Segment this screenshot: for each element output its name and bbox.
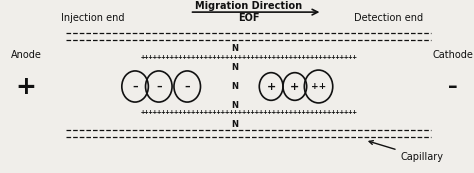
- Text: ++: ++: [311, 82, 326, 91]
- Text: Anode: Anode: [10, 50, 42, 60]
- Text: +++++++++++++++++++++++++++++++++++++++++++++++++++: ++++++++++++++++++++++++++++++++++++++++…: [140, 110, 357, 115]
- Text: +: +: [290, 81, 300, 92]
- Text: –: –: [184, 81, 190, 92]
- Text: +: +: [16, 75, 36, 98]
- Text: –: –: [448, 77, 457, 96]
- Text: Capillary: Capillary: [369, 141, 444, 162]
- Text: Detection end: Detection end: [354, 13, 423, 23]
- Text: EOF: EOF: [238, 13, 260, 23]
- Text: Injection end: Injection end: [61, 13, 124, 23]
- Text: Cathode: Cathode: [432, 50, 473, 60]
- Text: N: N: [231, 44, 238, 53]
- Text: +++++++++++++++++++++++++++++++++++++++++++++++++++: ++++++++++++++++++++++++++++++++++++++++…: [140, 54, 357, 60]
- Text: Migration Direction: Migration Direction: [195, 1, 302, 11]
- Text: –: –: [156, 81, 162, 92]
- Text: N: N: [231, 101, 238, 110]
- Text: N: N: [231, 82, 238, 91]
- Text: N: N: [231, 120, 238, 129]
- Text: +: +: [266, 81, 276, 92]
- Text: N: N: [231, 63, 238, 72]
- Text: –: –: [132, 81, 138, 92]
